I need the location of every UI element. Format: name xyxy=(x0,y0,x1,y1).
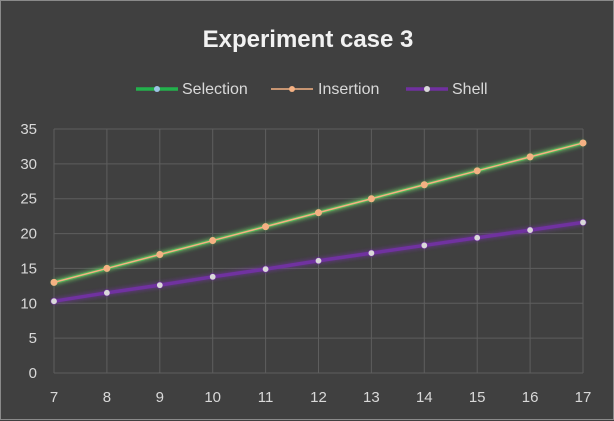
point-shell-3 xyxy=(209,273,217,281)
legend: Selection Insertion Shell xyxy=(136,81,488,98)
series-group xyxy=(50,139,587,305)
point-shell-10 xyxy=(579,218,587,226)
y-axis-ticks: 0 5 10 15 20 25 30 35 xyxy=(20,121,37,382)
y-tick-label-2: 10 xyxy=(20,295,37,312)
point-shell-2 xyxy=(156,281,164,289)
legend-item-selection: Selection xyxy=(136,81,248,98)
y-tick-label-5: 25 xyxy=(20,191,37,208)
point-shell-6 xyxy=(367,249,375,257)
legend-label-insertion: Insertion xyxy=(318,81,379,98)
x-tick-label-4: 11 xyxy=(258,389,274,406)
x-tick-label-0: 7 xyxy=(50,389,58,406)
series-insertion xyxy=(50,139,587,286)
x-tick-label-8: 15 xyxy=(469,389,486,406)
point-insertion-1 xyxy=(103,264,111,272)
y-tick-label-0: 0 xyxy=(29,365,37,382)
y-tick-label-1: 5 xyxy=(29,330,37,347)
legend-label-selection: Selection xyxy=(182,81,248,98)
point-shell-4 xyxy=(262,265,270,273)
series-shell xyxy=(50,218,587,305)
legend-item-insertion: Insertion xyxy=(271,81,379,98)
legend-label-shell: Shell xyxy=(452,81,488,98)
legend-marker-selection xyxy=(154,86,160,92)
point-shell-1 xyxy=(103,289,111,297)
point-shell-0 xyxy=(50,297,58,305)
x-axis-ticks: 7 8 9 10 11 12 13 14 15 16 17 xyxy=(50,389,592,406)
point-insertion-5 xyxy=(314,209,322,217)
y-tick-label-3: 15 xyxy=(20,260,37,277)
point-shell-8 xyxy=(473,234,481,242)
point-insertion-0 xyxy=(50,278,58,286)
point-shell-7 xyxy=(420,241,428,249)
point-insertion-2 xyxy=(156,250,164,258)
x-tick-label-1: 8 xyxy=(103,389,111,406)
legend-item-shell: Shell xyxy=(406,81,488,98)
point-shell-5 xyxy=(314,257,322,265)
point-insertion-6 xyxy=(367,195,375,203)
x-tick-label-10: 17 xyxy=(575,389,592,406)
legend-marker-insertion xyxy=(289,86,295,92)
y-tick-label-4: 20 xyxy=(20,226,37,243)
chart-title: Experiment case 3 xyxy=(203,26,414,53)
y-tick-label-6: 30 xyxy=(20,156,37,173)
point-insertion-4 xyxy=(262,223,270,231)
point-insertion-10 xyxy=(579,139,587,147)
point-insertion-8 xyxy=(473,167,481,175)
point-insertion-3 xyxy=(209,237,217,245)
x-tick-label-5: 12 xyxy=(310,389,327,406)
x-tick-label-2: 9 xyxy=(156,389,164,406)
legend-marker-shell xyxy=(424,86,430,92)
x-tick-label-6: 13 xyxy=(363,389,380,406)
point-shell-9 xyxy=(526,226,534,234)
x-tick-label-9: 16 xyxy=(522,389,539,406)
x-tick-label-7: 14 xyxy=(416,389,433,406)
y-tick-label-7: 35 xyxy=(20,121,37,138)
x-tick-label-3: 10 xyxy=(204,389,221,406)
point-insertion-7 xyxy=(420,181,428,189)
point-insertion-9 xyxy=(526,153,534,161)
